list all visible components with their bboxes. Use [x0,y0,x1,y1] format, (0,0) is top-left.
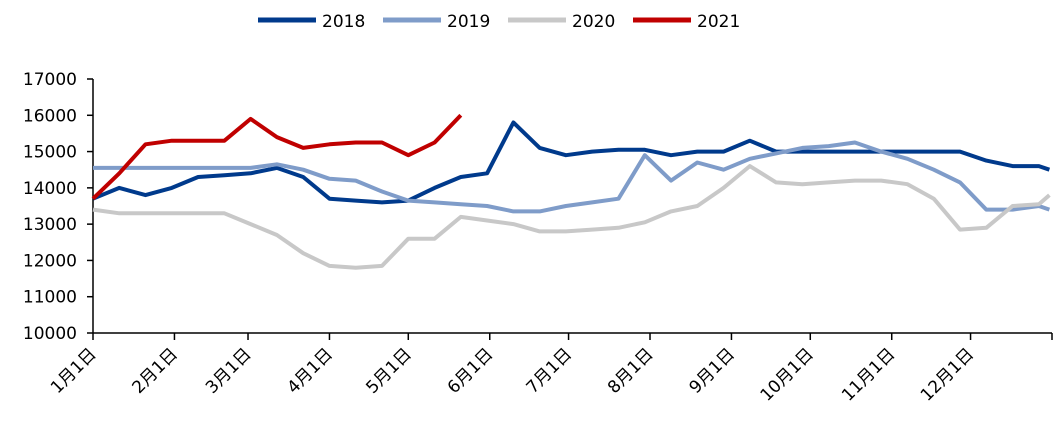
series-line [91,113,463,201]
y-tick-label: 13000 [23,215,77,235]
x-tick-label: 9月1日 [686,344,739,397]
legend-label: 2021 [697,12,740,32]
x-tick-label: 10月1日 [757,344,818,405]
y-tick-label: 12000 [23,251,77,271]
series-line [92,164,1051,270]
x-tick-label: 6月1日 [444,344,497,397]
x-tick-label: 2月1日 [128,344,181,397]
x-tick-label: 11月1日 [838,344,899,405]
y-tick-label: 14000 [23,179,77,199]
x-tick-label: 3月1日 [202,344,255,397]
legend-label: 2020 [572,12,615,32]
series-line [93,140,1051,214]
x-tick-label: 4月1日 [284,344,337,397]
x-tick-label: 12月1日 [917,344,978,405]
y-tick-label: 15000 [23,143,77,163]
x-tick-label: 8月1日 [604,344,657,397]
legend-label: 2018 [322,12,365,32]
y-tick-label: 10000 [23,324,77,344]
x-tick-label: 5月1日 [362,344,415,397]
x-tick-label: 1月1日 [47,344,100,397]
y-tick-label: 11000 [23,288,77,308]
legend-label: 2019 [447,12,490,32]
series-line [92,120,1051,205]
y-tick-label: 16000 [23,106,77,126]
x-tick-label: 7月1日 [523,344,576,397]
y-tick-label: 17000 [23,70,77,90]
